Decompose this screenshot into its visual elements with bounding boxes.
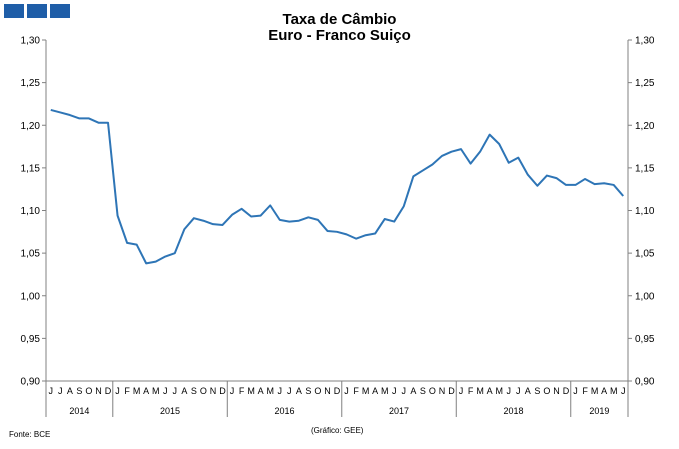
- x-tick-label-month: J: [516, 386, 521, 396]
- y-tick-label-left: 1,00: [21, 291, 41, 302]
- y-tick-label-left: 1,30: [21, 36, 41, 47]
- y-tick-label-left: 0,95: [21, 334, 41, 345]
- x-tick-label-month: J: [58, 386, 63, 396]
- x-tick-label-month: S: [534, 386, 540, 396]
- x-tick-label-month: F: [582, 386, 588, 396]
- x-tick-label-month: S: [420, 386, 426, 396]
- y-tick-label-right: 1,25: [635, 78, 655, 89]
- y-tick-label-right: 1,05: [635, 249, 655, 260]
- x-tick-label-month: S: [76, 386, 82, 396]
- y-tick-label-right: 1,15: [635, 163, 655, 174]
- y-tick-label-right: 1,10: [635, 206, 655, 217]
- x-tick-label-month: M: [266, 386, 274, 396]
- x-tick-label-month: F: [239, 386, 245, 396]
- x-tick-label-month: J: [392, 386, 397, 396]
- x-tick-label-month: A: [258, 386, 264, 396]
- x-tick-label-month: M: [495, 386, 503, 396]
- y-tick-label-left: 1,25: [21, 78, 41, 89]
- x-tick-label-month: S: [305, 386, 311, 396]
- x-tick-label-year: 2017: [389, 406, 409, 416]
- x-tick-label-month: J: [621, 386, 626, 396]
- x-tick-label-month: D: [219, 386, 226, 396]
- x-tick-label-month: D: [105, 386, 112, 396]
- x-tick-label-month: J: [573, 386, 578, 396]
- x-tick-label-month: O: [543, 386, 550, 396]
- source-note: Fonte: BCE: [9, 430, 51, 439]
- x-tick-label-month: M: [152, 386, 160, 396]
- x-tick-label-month: S: [191, 386, 197, 396]
- x-tick-label-month: A: [296, 386, 302, 396]
- x-tick-label-month: A: [181, 386, 187, 396]
- y-tick-label-left: 1,15: [21, 163, 41, 174]
- x-tick-label-month: M: [591, 386, 599, 396]
- x-tick-label-month: M: [476, 386, 484, 396]
- x-tick-label-month: M: [133, 386, 141, 396]
- x-tick-label-month: J: [230, 386, 235, 396]
- x-tick-label-month: M: [247, 386, 255, 396]
- x-tick-label-month: A: [372, 386, 378, 396]
- x-tick-label-year: 2014: [69, 406, 89, 416]
- x-tick-label-month: J: [115, 386, 120, 396]
- x-tick-label-year: 2019: [589, 406, 609, 416]
- x-tick-label-month: A: [143, 386, 149, 396]
- x-tick-label-month: O: [314, 386, 321, 396]
- x-tick-label-month: O: [85, 386, 92, 396]
- logo: [4, 4, 70, 18]
- x-tick-label-month: A: [487, 386, 493, 396]
- y-tick-label-right: 1,30: [635, 36, 655, 47]
- x-tick-label-month: O: [200, 386, 207, 396]
- y-tick-label-right: 1,00: [635, 291, 655, 302]
- x-tick-label-month: D: [448, 386, 455, 396]
- x-tick-label-month: J: [344, 386, 349, 396]
- x-tick-label-year: 2018: [503, 406, 523, 416]
- x-tick-label-month: M: [362, 386, 370, 396]
- x-tick-label-month: J: [173, 386, 178, 396]
- x-tick-label-month: N: [95, 386, 102, 396]
- x-tick-label-month: J: [506, 386, 511, 396]
- x-tick-label-month: J: [402, 386, 407, 396]
- x-tick-label-month: J: [278, 386, 283, 396]
- logo-square: [50, 4, 70, 18]
- x-tick-label-month: J: [287, 386, 292, 396]
- x-tick-label-month: O: [429, 386, 436, 396]
- x-tick-label-month: J: [49, 386, 54, 396]
- x-tick-label-year: 2016: [275, 406, 295, 416]
- x-tick-label-month: D: [334, 386, 341, 396]
- x-tick-label-month: A: [601, 386, 607, 396]
- chart-subtitle: Euro - Franco Suiço: [268, 27, 411, 44]
- x-tick-label-month: J: [163, 386, 168, 396]
- y-tick-label-right: 0,90: [635, 377, 655, 388]
- x-tick-label-month: N: [210, 386, 217, 396]
- x-tick-label-month: A: [410, 386, 416, 396]
- x-tick-label-month: M: [610, 386, 618, 396]
- x-tick-label-month: A: [67, 386, 73, 396]
- chart-title: Taxa de Câmbio: [282, 11, 397, 28]
- x-tick-label-month: N: [324, 386, 331, 396]
- y-tick-label-right: 1,20: [635, 121, 655, 132]
- logo-square: [27, 4, 47, 18]
- y-tick-label-left: 1,05: [21, 249, 41, 260]
- x-tick-label-month: M: [381, 386, 389, 396]
- logo-square: [4, 4, 24, 18]
- x-tick-label-month: F: [124, 386, 130, 396]
- series-line: [50, 108, 624, 265]
- x-tick-label-month: F: [353, 386, 359, 396]
- chart-credit: (Gráfico: GEE): [311, 426, 364, 435]
- x-tick-label-year: 2015: [160, 406, 180, 416]
- x-tick-label-month: J: [459, 386, 464, 396]
- y-tick-label-left: 0,90: [21, 377, 41, 388]
- y-tick-label-left: 1,20: [21, 121, 41, 132]
- x-tick-label-month: F: [468, 386, 474, 396]
- x-tick-label-month: N: [553, 386, 560, 396]
- x-tick-label-month: N: [439, 386, 446, 396]
- y-tick-label-right: 0,95: [635, 334, 655, 345]
- x-tick-label-month: D: [563, 386, 570, 396]
- y-tick-label-left: 1,10: [21, 206, 41, 217]
- x-tick-label-month: A: [525, 386, 531, 396]
